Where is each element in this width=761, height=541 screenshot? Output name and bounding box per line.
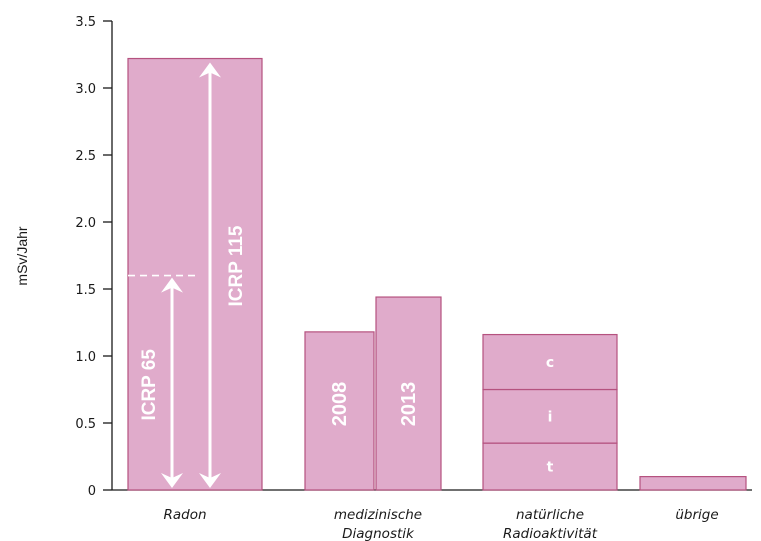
category-label: medizinische — [334, 507, 422, 523]
bar-diagnostik-2013 — [375, 296, 442, 491]
category-label: Radioaktivität — [503, 526, 598, 541]
y-tick-label: 0 — [88, 484, 96, 499]
label-2013: 2013 — [398, 382, 420, 427]
arrow-head-down — [161, 473, 183, 488]
bar-segment-c — [482, 333, 618, 391]
arrow-head-down — [199, 473, 221, 488]
annotations: ICRP 65 ICRP 115 2008 2013 t i c — [128, 62, 554, 488]
labels: Radon medizinische Diagnostik natürliche Rad… — [163, 507, 718, 541]
bar-diagnostik-2008 — [304, 331, 375, 491]
y-tick-label: 2.5 — [75, 149, 96, 164]
y-tick-label: 0.5 — [75, 417, 96, 432]
segment-label-c: c — [546, 355, 554, 371]
arrow-icrp-65 — [161, 277, 183, 488]
label-2008: 2008 — [329, 382, 351, 427]
arrow-head-up — [199, 62, 221, 78]
bar-radon — [127, 57, 263, 491]
bar-segment-t — [482, 442, 618, 491]
y-tick-label: 3.5 — [75, 15, 96, 30]
label-icrp-115: ICRP 115 — [226, 225, 247, 306]
y-axis-label: mSv/Jahr — [14, 226, 30, 285]
y-tick-label: 1.0 — [75, 350, 96, 365]
arrow-icrp-115 — [199, 62, 221, 488]
category-label: natürliche — [516, 507, 584, 523]
label-icrp-65: ICRP 65 — [139, 349, 160, 421]
category-label: Diagnostik — [342, 526, 415, 541]
segment-label-t: t — [547, 460, 554, 476]
bars — [127, 57, 747, 491]
segment-label-i: i — [548, 409, 553, 425]
category-label: Radon — [163, 507, 206, 523]
y-tick-label: 3.0 — [75, 82, 96, 97]
arrow-head-up — [161, 277, 183, 293]
y-tick-label: 1.5 — [75, 283, 96, 298]
axes: 0 0.5 1.0 1.5 2.0 2.5 3.0 3.5 mSv/Jahr — [14, 15, 752, 499]
category-label: übrige — [675, 507, 718, 523]
y-tick-label: 2.0 — [75, 216, 96, 231]
bar-uebrige — [639, 476, 747, 491]
